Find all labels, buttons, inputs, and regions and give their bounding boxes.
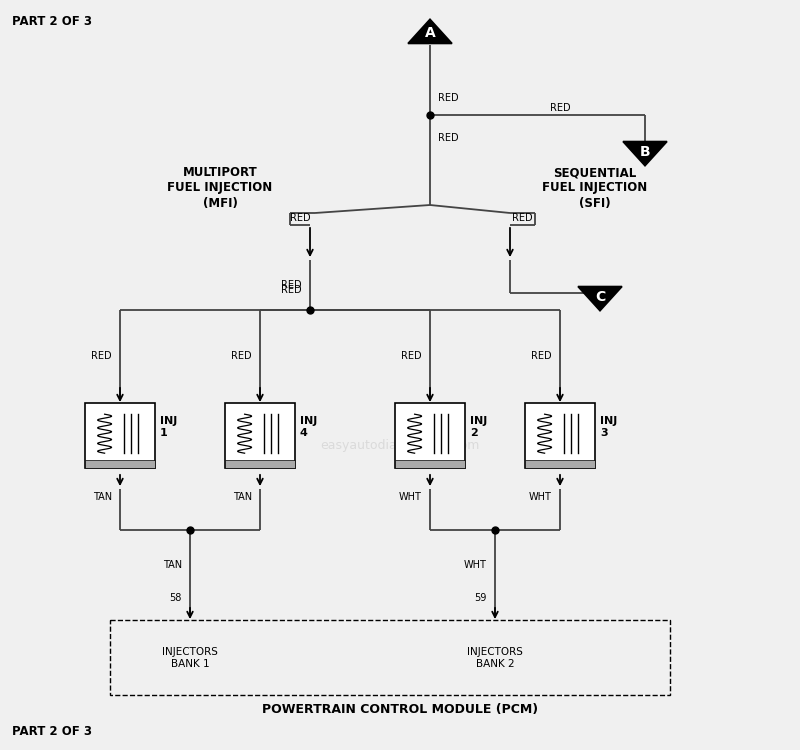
Text: PART 2 OF 3: PART 2 OF 3 xyxy=(12,725,92,738)
Bar xyxy=(395,403,465,467)
Text: RED: RED xyxy=(91,351,112,361)
Text: A: A xyxy=(425,26,435,40)
Text: easyautodiagnostics.com: easyautodiagnostics.com xyxy=(320,439,480,452)
Text: RED: RED xyxy=(290,213,310,223)
Text: WHT: WHT xyxy=(529,492,552,502)
Text: TAN: TAN xyxy=(93,492,112,502)
Text: TAN: TAN xyxy=(163,560,182,570)
Text: RED: RED xyxy=(438,133,458,143)
Bar xyxy=(525,403,595,467)
Text: INJECTORS
BANK 2: INJECTORS BANK 2 xyxy=(467,647,523,669)
Bar xyxy=(395,460,465,467)
Text: WHT: WHT xyxy=(399,492,422,502)
Text: INJ
2: INJ 2 xyxy=(470,416,487,438)
Polygon shape xyxy=(408,20,452,44)
Text: INJECTORS
BANK 1: INJECTORS BANK 1 xyxy=(162,647,218,669)
Text: POWERTRAIN CONTROL MODULE (PCM): POWERTRAIN CONTROL MODULE (PCM) xyxy=(262,704,538,716)
Polygon shape xyxy=(623,142,667,166)
Text: INJ
4: INJ 4 xyxy=(300,416,318,438)
Text: C: C xyxy=(595,290,605,304)
Text: WHT: WHT xyxy=(464,560,487,570)
Text: RED: RED xyxy=(531,351,552,361)
Text: MULTIPORT
FUEL INJECTION
(MFI): MULTIPORT FUEL INJECTION (MFI) xyxy=(167,166,273,209)
Text: RED: RED xyxy=(282,280,302,290)
Bar xyxy=(110,620,670,695)
Text: SEQUENTIAL
FUEL INJECTION
(SFI): SEQUENTIAL FUEL INJECTION (SFI) xyxy=(542,166,648,209)
Bar xyxy=(525,460,595,467)
Text: RED: RED xyxy=(550,103,570,113)
Text: PART 2 OF 3: PART 2 OF 3 xyxy=(12,15,92,28)
Bar xyxy=(225,460,295,467)
Text: INJ
1: INJ 1 xyxy=(160,416,178,438)
Text: RED: RED xyxy=(512,213,532,223)
Text: RED: RED xyxy=(438,93,458,103)
Bar xyxy=(225,403,295,467)
Text: RED: RED xyxy=(282,285,302,295)
Polygon shape xyxy=(578,286,622,310)
Text: 59: 59 xyxy=(474,593,487,603)
Text: 58: 58 xyxy=(170,593,182,603)
Text: B: B xyxy=(640,146,650,160)
Text: RED: RED xyxy=(231,351,252,361)
Text: RED: RED xyxy=(402,351,422,361)
Text: INJ
3: INJ 3 xyxy=(600,416,618,438)
Bar xyxy=(85,403,155,467)
Bar xyxy=(85,460,155,467)
Text: TAN: TAN xyxy=(233,492,252,502)
